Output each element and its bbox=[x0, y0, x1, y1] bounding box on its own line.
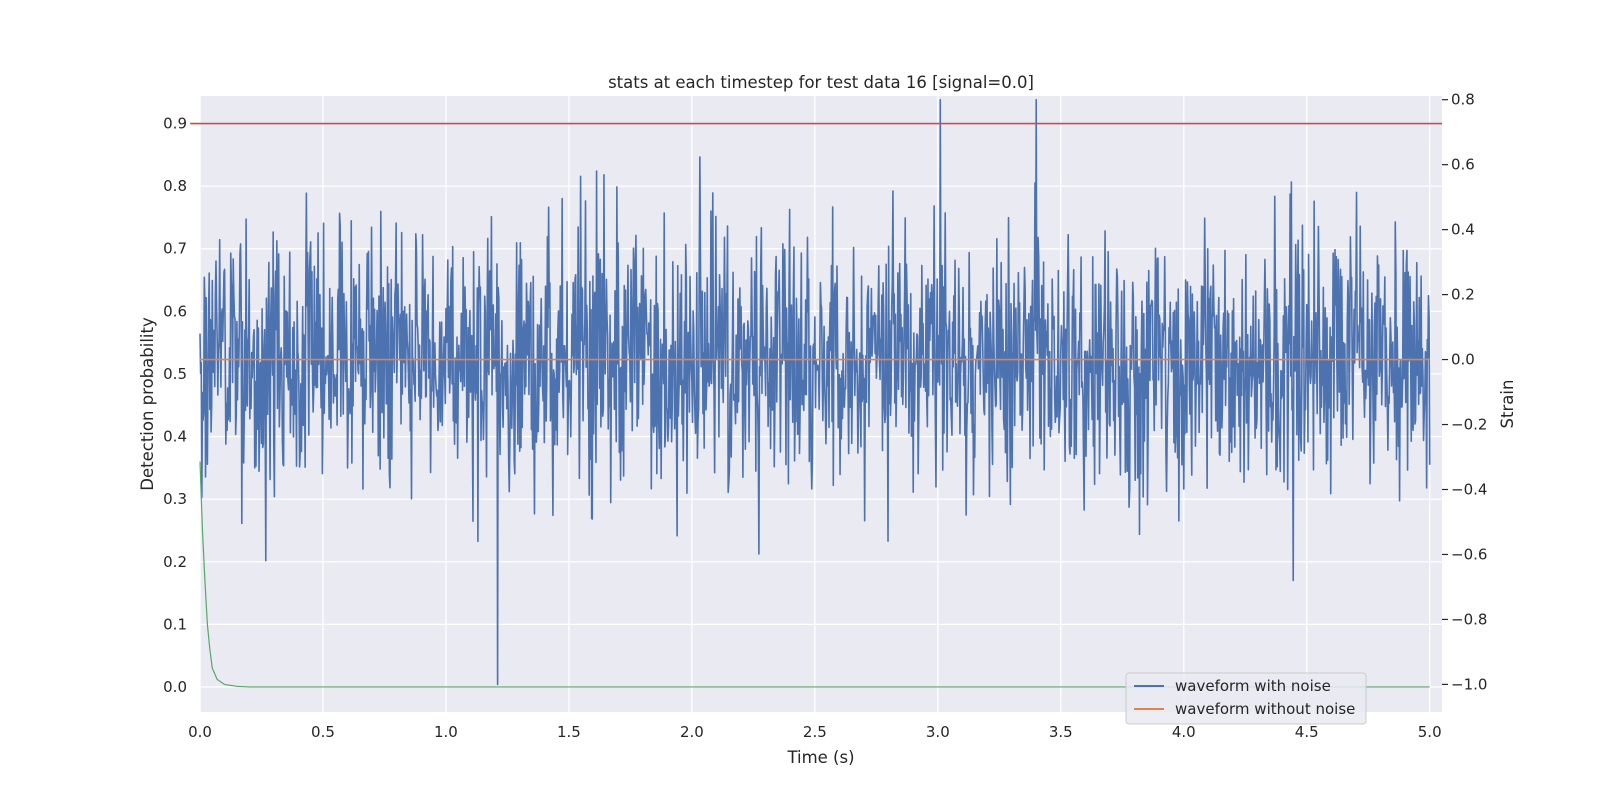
y-right-tick-label: −0.8 bbox=[1451, 610, 1487, 628]
y-right-tick-label: −0.2 bbox=[1451, 416, 1487, 434]
y-left-tick-label: 0.9 bbox=[163, 115, 187, 133]
x-axis-label: Time (s) bbox=[786, 748, 854, 767]
line-waveform-with-noise bbox=[199, 98, 1431, 686]
y-left-tick-label: 0.2 bbox=[163, 553, 187, 571]
y-right-tick-label: 0.8 bbox=[1451, 91, 1475, 109]
y-left-tick-label: 0.3 bbox=[163, 490, 187, 508]
y-right-tick-label: 0.6 bbox=[1451, 156, 1475, 174]
y-right-tick-label: −0.4 bbox=[1451, 480, 1487, 498]
y-left-tick-label: 0.1 bbox=[163, 615, 187, 633]
legend-label-without-noise: waveform without noise bbox=[1175, 700, 1355, 718]
legend-box bbox=[1125, 672, 1367, 725]
legend-label-with-noise: waveform with noise bbox=[1175, 677, 1331, 695]
x-tick-label: 4.0 bbox=[1172, 723, 1196, 741]
x-tick-label: 5.0 bbox=[1418, 723, 1442, 741]
x-tick-label: 0.5 bbox=[311, 723, 335, 741]
y-left-tick-label: 0.8 bbox=[163, 177, 187, 195]
y-axis-label-left: Detection probability bbox=[138, 317, 157, 491]
y-left-tick-label: 0.4 bbox=[163, 428, 187, 446]
x-tick-label: 0.0 bbox=[188, 723, 212, 741]
x-tick-label: 4.5 bbox=[1295, 723, 1319, 741]
y-right-tick-label: 0.4 bbox=[1451, 221, 1475, 239]
y-left-tick-label: 0.5 bbox=[163, 365, 187, 383]
x-tick-label: 2.5 bbox=[803, 723, 827, 741]
legend: waveform with noise waveform without noi… bbox=[1125, 672, 1367, 725]
x-tick-label: 2.0 bbox=[680, 723, 704, 741]
y-right-tick-label: 0.2 bbox=[1451, 286, 1475, 304]
x-tick-label: 3.5 bbox=[1049, 723, 1073, 741]
y-right-tick-label: −0.6 bbox=[1451, 545, 1487, 563]
y-left-tick-label: 0.7 bbox=[163, 240, 187, 258]
x-tick-label: 1.0 bbox=[434, 723, 458, 741]
series-waveform-with-noise bbox=[199, 98, 1431, 686]
series-lines bbox=[190, 122, 1442, 688]
axis-ticks: 0.0 0.5 1.0 1.5 2.0 2.5 3.0 3.5 4.0 4.5 5.0 0.0 0.1 0… bbox=[163, 91, 1487, 741]
y-right-tick-label: 0.0 bbox=[1451, 351, 1475, 369]
x-tick-label: 1.5 bbox=[557, 723, 581, 741]
y-axis-label-right: Strain bbox=[1498, 380, 1517, 429]
y-left-tick-label: 0.6 bbox=[163, 302, 187, 320]
y-right-tick-label: −1.0 bbox=[1451, 675, 1487, 693]
y-left-tick-label: 0.0 bbox=[163, 678, 187, 696]
chart-title: stats at each timestep for test data 16 … bbox=[608, 73, 1034, 92]
line-green-probability bbox=[199, 461, 1430, 688]
x-tick-label: 3.0 bbox=[926, 723, 950, 741]
